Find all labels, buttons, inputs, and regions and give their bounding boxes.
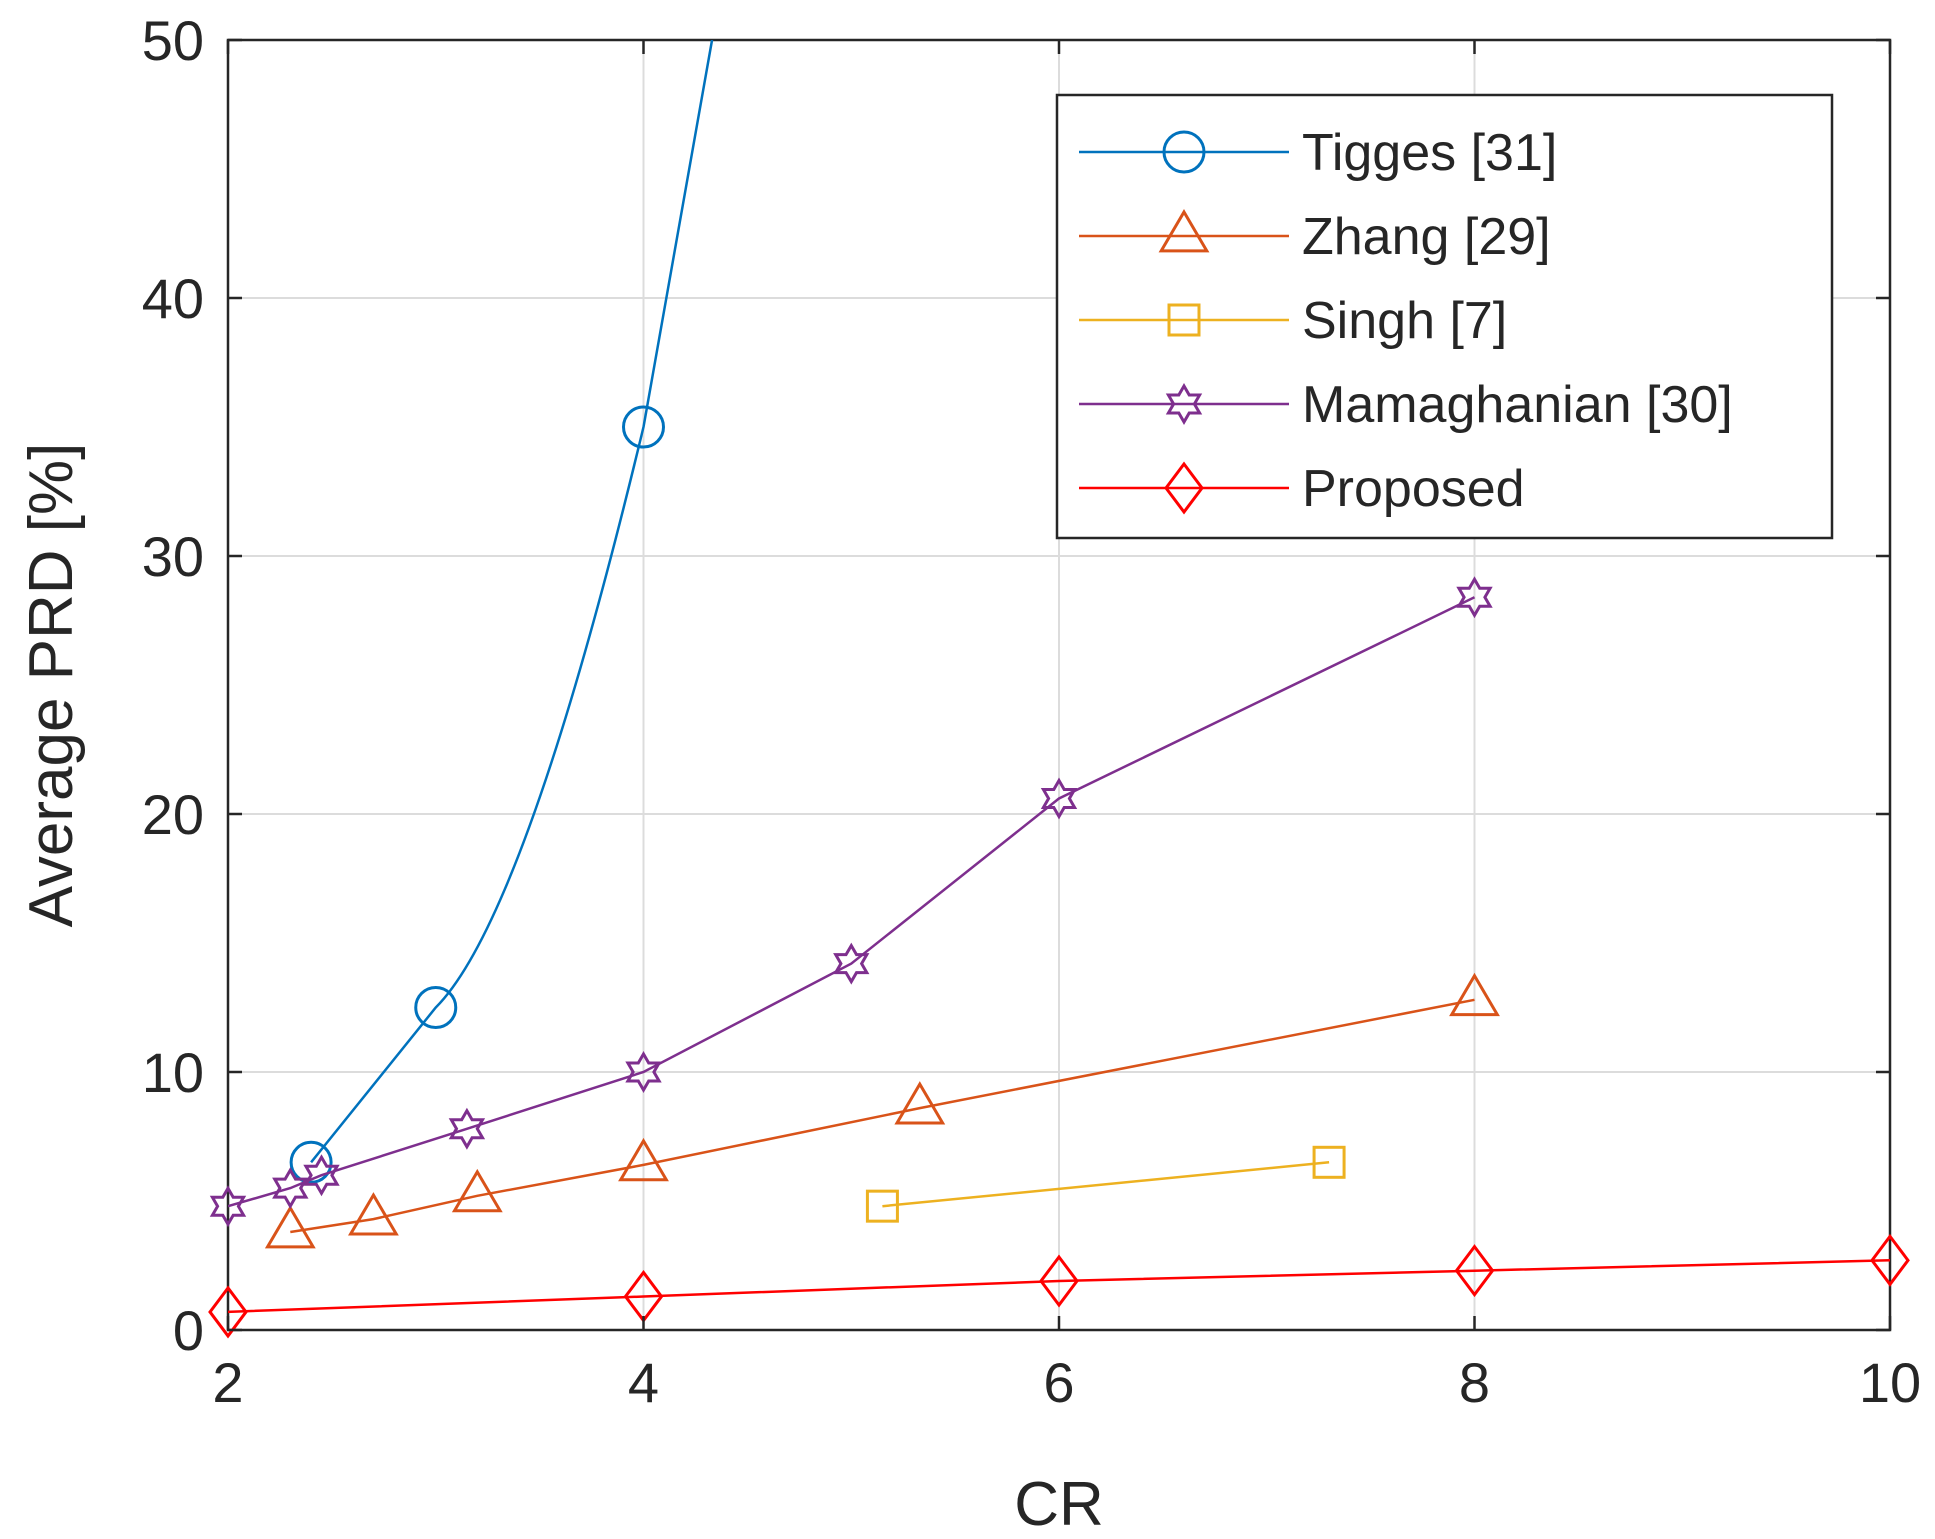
legend-box (1055, 93, 1834, 540)
x-axis-title: CR (1014, 1470, 1104, 1539)
y-tick-label: 50 (142, 9, 204, 72)
legend-marker (1158, 209, 1210, 253)
data-point (622, 405, 665, 449)
data-point (618, 1137, 669, 1182)
data-point (1039, 1254, 1079, 1308)
y-axis-title: Average PRD [%] (17, 443, 86, 928)
data-point (348, 1192, 399, 1236)
series-line (882, 1161, 1330, 1208)
data-point (448, 1107, 486, 1150)
series-group (208, 40, 1910, 1339)
data-point (1454, 1244, 1495, 1298)
series-3 (209, 576, 1493, 1228)
x-tick-label: 2 (212, 1351, 243, 1414)
series-line (228, 1259, 1890, 1314)
legend-marker (1162, 130, 1206, 174)
series-line (290, 998, 1475, 1234)
legend-marker (1165, 383, 1203, 425)
tick-labels: 2 4 6 8 10 0 10 20 30 40 50 (142, 9, 1921, 1414)
data-point (264, 1204, 316, 1249)
data-point (833, 942, 870, 985)
data-point (1870, 1233, 1910, 1287)
legend-label: Zhang [29] (1302, 208, 1551, 266)
legend-marker (1164, 461, 1204, 515)
x-tick-label: 10 (1859, 1351, 1921, 1414)
data-point (894, 1081, 946, 1125)
legend-item: Tigges [31] (1079, 124, 1557, 182)
y-tick-label: 20 (142, 783, 204, 846)
x-tick-label: 4 (628, 1351, 659, 1414)
legend-item: Proposed (1079, 460, 1525, 518)
series-2 (865, 1145, 1346, 1223)
data-point (625, 1051, 662, 1093)
y-tick-label: 40 (142, 267, 204, 330)
legend-item: Mamaghanian [30] (1079, 376, 1733, 434)
series-line (310, 40, 714, 1164)
x-tick-label: 6 (1043, 1351, 1074, 1414)
data-point (865, 1189, 899, 1223)
series-0 (289, 40, 714, 1184)
data-point (289, 1140, 333, 1184)
data-point (272, 1167, 309, 1210)
data-point (451, 1168, 503, 1213)
series-1 (264, 972, 1500, 1249)
data-point (1312, 1145, 1346, 1179)
y-tick-label: 10 (142, 1041, 204, 1104)
legend-item: Zhang [29] (1079, 208, 1551, 266)
y-tick-label: 30 (142, 525, 204, 588)
data-point (303, 1154, 340, 1197)
legend-label: Singh [7] (1302, 292, 1507, 350)
series-line (228, 596, 1476, 1208)
legend: Tigges [31] Zhang [29] Singh [7] Mamaghania… (1055, 93, 1834, 540)
data-point (209, 1185, 247, 1228)
data-point (1449, 972, 1500, 1017)
legend-label: Tigges [31] (1302, 124, 1557, 182)
legend-item: Singh [7] (1079, 292, 1507, 350)
legend-label: Proposed (1302, 460, 1525, 518)
y-tick-label: 0 (173, 1299, 204, 1362)
data-point (1456, 576, 1493, 619)
legend-marker (1167, 303, 1201, 337)
data-point (1040, 777, 1078, 820)
data-point (414, 986, 458, 1029)
data-point (208, 1285, 248, 1339)
x-tick-label: 8 (1459, 1351, 1490, 1414)
legend-label: Mamaghanian [30] (1302, 376, 1733, 434)
